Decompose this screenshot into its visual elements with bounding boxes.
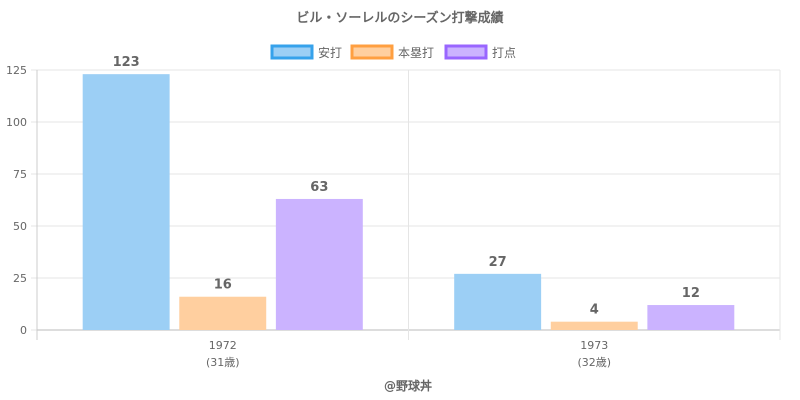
ytick-label-3: 75: [13, 168, 27, 181]
ytick-label-0: 0: [20, 324, 27, 337]
legend-label-0: 安打: [318, 45, 342, 60]
data-label-1-0: 16: [214, 278, 232, 293]
legend-swatch-0[interactable]: [270, 44, 314, 60]
legend-swatch-2[interactable]: [444, 44, 488, 60]
data-label-2-1: 12: [682, 286, 700, 301]
labels: 123 16 63 1972 (31歳) 27 4 12 1973 (32歳): [113, 55, 700, 369]
data-label-2-0: 63: [310, 180, 328, 195]
xtick-sublabel-0: (31歳): [206, 356, 240, 369]
footer-credit: @野球丼: [384, 378, 432, 393]
legend-swatch-1[interactable]: [350, 44, 394, 60]
chart-title: ビル・ソーレルのシーズン打撃成績: [296, 10, 503, 26]
bar-本塁打-1972[interactable]: [179, 296, 267, 330]
xtick-label-1: 1973: [580, 339, 608, 352]
data-label-0-1: 27: [489, 255, 507, 270]
ytick-label-4: 100: [6, 116, 27, 129]
ytick-label-1: 25: [13, 272, 27, 285]
ytick-label-5: 125: [6, 64, 27, 77]
bar-本塁打-1973[interactable]: [550, 321, 638, 330]
data-label-1-1: 4: [590, 303, 599, 318]
data-label-0-0: 123: [113, 55, 140, 70]
bar-安打-1972[interactable]: [82, 74, 170, 330]
ytick-label-2: 50: [13, 220, 27, 233]
legend-label-1: 本塁打: [398, 46, 434, 60]
bar-打点-1972[interactable]: [275, 198, 363, 330]
legend-label-2: 打点: [492, 46, 516, 60]
legend: 安打 本塁打 打点: [270, 44, 516, 60]
bar-打点-1973[interactable]: [647, 305, 735, 330]
bars: [82, 74, 735, 330]
bar-安打-1973[interactable]: [454, 273, 542, 330]
xtick-sublabel-1: (32歳): [577, 356, 611, 369]
xtick-label-0: 1972: [209, 339, 237, 352]
